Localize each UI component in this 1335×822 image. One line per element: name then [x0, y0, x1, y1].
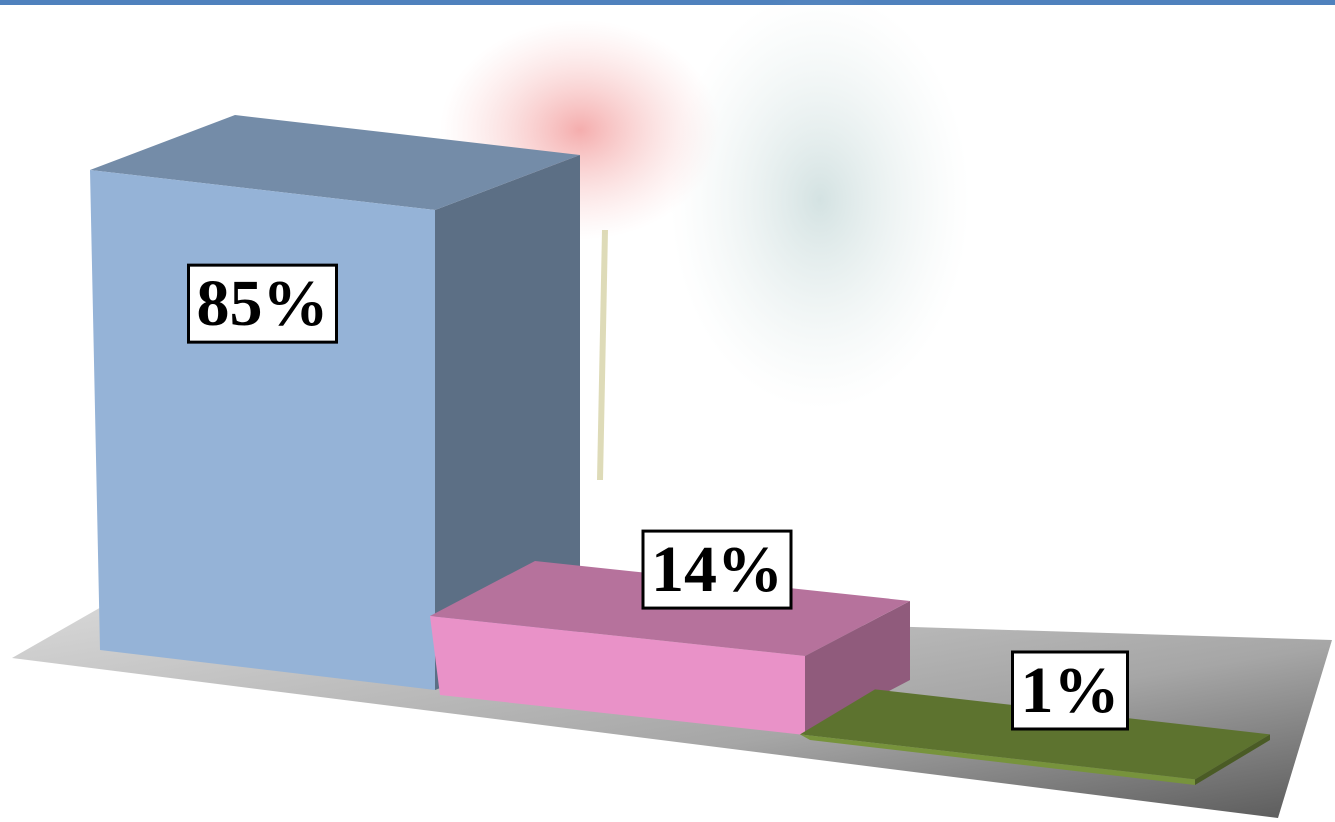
bar-top	[90, 115, 580, 210]
value-label-box: 14%	[641, 529, 793, 610]
label-frame	[641, 529, 793, 610]
top-border	[0, 0, 1335, 5]
label-frame	[187, 263, 338, 344]
background-decoration	[440, 0, 970, 481]
bar-top	[800, 689, 1270, 780]
bar	[800, 689, 1270, 785]
value-label: 1%	[1021, 654, 1120, 727]
label-frame	[1011, 650, 1129, 731]
bar-front	[430, 615, 805, 735]
value-label: 85%	[197, 267, 329, 340]
value-label: 14%	[651, 533, 783, 606]
value-label-box: 1%	[1011, 650, 1129, 731]
bar	[90, 115, 580, 690]
value-label-box: 85%	[187, 263, 338, 344]
bar-front	[90, 170, 435, 690]
bar-side	[805, 600, 910, 735]
bar-side	[435, 155, 580, 690]
bar-side	[1195, 734, 1270, 785]
bar-front	[800, 734, 1195, 785]
